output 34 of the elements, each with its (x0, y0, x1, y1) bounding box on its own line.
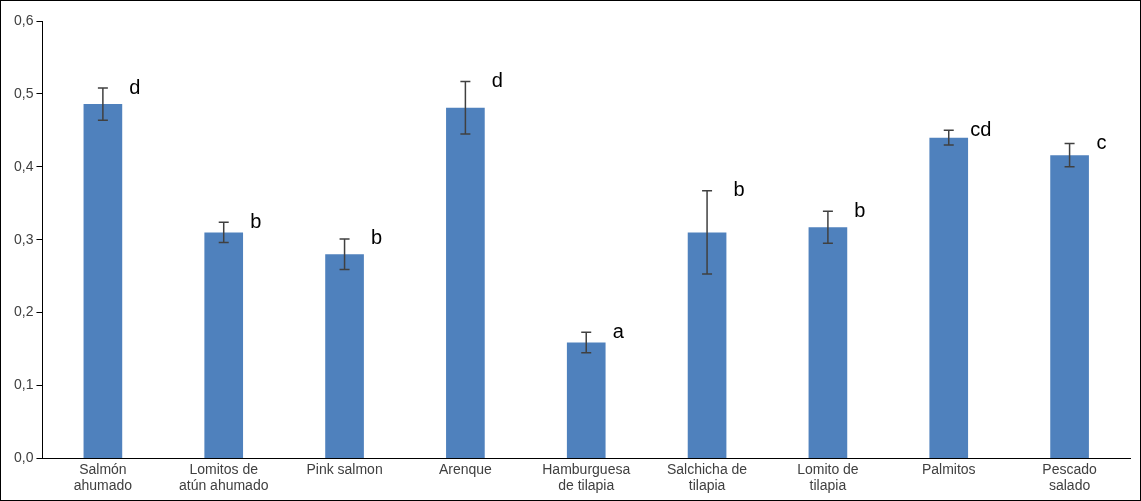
y-tick-label: 0,4 (13, 157, 34, 174)
x-tick-label: Lomitos de atún ahumado (178, 460, 269, 494)
x-tick-label: Hamburguesa de tilapia (542, 460, 631, 494)
bar (687, 232, 727, 458)
bar (446, 107, 485, 458)
x-tick-label: Palmitos (921, 460, 976, 477)
y-tick-label: 0,6 (13, 11, 34, 28)
annotation: b (370, 226, 383, 249)
y-tick-label: 0,5 (13, 84, 34, 101)
y-tick-label: 0,1 (13, 376, 34, 393)
y-tick-label: 0,0 (13, 449, 34, 466)
bar (83, 104, 123, 458)
x-tick-label: Pink salmon (306, 460, 383, 477)
y-tick-label: 0,3 (13, 230, 34, 247)
annotation: b (854, 198, 866, 221)
annotation: c (1096, 130, 1107, 153)
annotation: a (612, 319, 625, 342)
bar (204, 232, 244, 458)
bar (808, 227, 848, 458)
x-tick-label: Pescado salado (1042, 460, 1098, 494)
y-tick-label: 0,2 (13, 303, 34, 320)
annotation: b (250, 209, 262, 232)
bar (1050, 155, 1089, 458)
annotation: d (491, 69, 503, 92)
x-tick-label: Arenque (438, 460, 493, 477)
x-tick-label: Salmón ahumado (73, 460, 133, 494)
x-tick-label: Lomito de tilapia (797, 460, 859, 494)
annotation: b (733, 178, 745, 201)
bar (566, 342, 606, 458)
annotation: cd (970, 117, 992, 140)
x-tick-label: Salchicha de tilapia (666, 460, 748, 494)
bar (325, 254, 364, 458)
bar (929, 137, 969, 458)
annotation: d (129, 75, 141, 98)
